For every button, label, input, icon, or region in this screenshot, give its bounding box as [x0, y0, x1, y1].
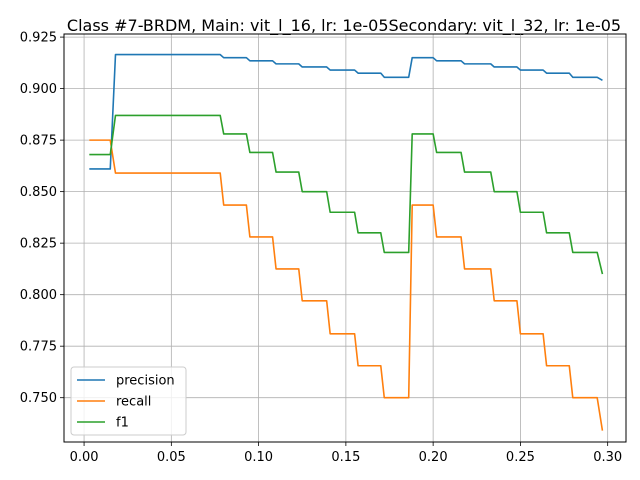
- x-tick-label: 0.00: [70, 450, 99, 465]
- y-tick-label: 0.800: [20, 288, 57, 303]
- legend-box: [70, 366, 187, 436]
- series-line-precision: [89, 53, 603, 170]
- y-tick-label: 0.875: [20, 134, 57, 149]
- x-tick-label: 0.20: [419, 450, 448, 465]
- legend: precision recall f1: [70, 366, 187, 436]
- series-line-recall: [89, 139, 604, 431]
- y-tick-label: 0.850: [20, 185, 57, 200]
- y-tick-label: 0.900: [20, 82, 57, 97]
- legend-label-precision: precision: [116, 374, 175, 389]
- x-tick-label: 0.25: [506, 450, 535, 465]
- legend-label-recall: recall: [116, 395, 151, 410]
- x-tick-label: 0.30: [593, 450, 622, 465]
- x-tick-label: 0.05: [157, 450, 186, 465]
- axes: 0.00 0.05 0.10 0.15 0.20 0.25 0.30 0.750 0.775 0.…: [20, 31, 622, 465]
- y-tick-label: 0.750: [20, 391, 57, 406]
- plot-frame: [63, 33, 627, 443]
- y-tick-label: 0.775: [20, 340, 57, 355]
- chart-title: Class #7-BRDM, Main: vit_l_16, lr: 1e-05…: [67, 16, 621, 36]
- x-tick-label: 0.10: [244, 450, 273, 465]
- y-tick-label: 0.825: [20, 237, 57, 252]
- x-tick-label: 0.15: [331, 450, 360, 465]
- legend-label-f1: f1: [116, 416, 129, 431]
- series-line-f1: [89, 114, 604, 275]
- y-tick-label: 0.925: [20, 31, 57, 46]
- series-lines: [89, 53, 604, 431]
